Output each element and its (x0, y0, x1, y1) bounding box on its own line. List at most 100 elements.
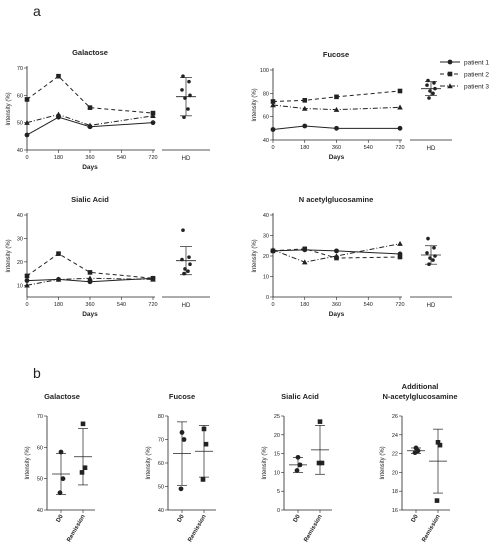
legend-label: patient 1 (464, 60, 489, 67)
y-axis-label: Intensity (%) (252, 239, 258, 272)
y-tick-label: 22 (392, 452, 398, 458)
y-tick-label: 70 (37, 414, 43, 420)
y-tick-label: 24 (392, 433, 398, 439)
series-line (272, 248, 401, 259)
hd-point (181, 74, 185, 78)
hd-point (186, 107, 190, 111)
x-tick-label: 180 (54, 302, 63, 308)
data-point (150, 276, 156, 282)
data-point (316, 460, 322, 466)
hd-point (181, 228, 185, 233)
legend-marker (447, 59, 453, 65)
data-point (301, 259, 308, 265)
hd-point (425, 251, 429, 255)
y-axis-label: Intensity (%) (262, 446, 268, 479)
y-axis-label: Intensity (%) (25, 446, 31, 479)
data-point (397, 125, 403, 131)
data-point (24, 278, 30, 283)
y-axis-label: Intensity (%) (380, 446, 386, 479)
data-point (334, 248, 339, 254)
chart-title: Sialic Acid (71, 195, 109, 204)
hd-point (187, 79, 191, 84)
hd-point (432, 246, 436, 250)
data-point (319, 460, 325, 466)
hd-point (187, 255, 191, 259)
y-tick-label: 30 (263, 234, 269, 240)
x-tick-label: 0 (271, 302, 274, 308)
a-nacetyl-chart: N acetylglucosamine 0 10 20 30 40 0 180 360 540 72… (252, 195, 452, 318)
x-tick-label: 540 (117, 155, 126, 161)
y-tick-label: 60 (158, 461, 164, 467)
x-tick-label: 360 (85, 302, 94, 308)
series-line (272, 125, 400, 130)
y-tick-label: 70 (158, 438, 164, 444)
data-point (200, 477, 206, 482)
chart-title: Galactose (44, 392, 80, 401)
data-point (56, 251, 61, 256)
y-tick-label: 15 (274, 452, 280, 458)
x-axis-label: Days (329, 154, 345, 161)
x-tick-label: 0 (271, 145, 274, 151)
data-point (270, 102, 276, 108)
y-tick-label: 25 (274, 414, 280, 420)
y-axis-label: Intensity (%) (252, 88, 258, 121)
x-tick-label: 180 (300, 145, 309, 151)
series-line (272, 243, 401, 263)
data-point (437, 442, 443, 448)
y-tick-label: 40 (37, 508, 43, 514)
series-line (26, 113, 154, 126)
hd-point (426, 236, 430, 241)
a-fucose-chart: Fucose 40 60 80 100 0 180 360 540 720 Days Intensit… (252, 50, 452, 161)
legend-marker (447, 83, 453, 89)
y-tick-label: 16 (392, 508, 398, 514)
data-point (150, 113, 156, 119)
data-point (434, 498, 440, 503)
data-point (24, 97, 30, 102)
y-tick-label: 40 (158, 508, 164, 514)
data-point (87, 279, 93, 285)
y-tick-label: 18 (392, 489, 398, 495)
legend: patient 1 patient 2 patient 3 (440, 60, 489, 91)
y-tick-label: 20 (274, 433, 280, 439)
hd-point (182, 115, 186, 119)
y-tick-label: 80 (158, 414, 164, 420)
series-line (272, 104, 401, 111)
x-tick-label: 720 (395, 302, 404, 308)
b-fucose-chart: Fucose 40 50 60 70 80 Intensity (%) D0 Remission (146, 392, 216, 543)
data-point (397, 240, 403, 246)
series-line (272, 90, 401, 102)
data-point (301, 105, 308, 111)
x-tick-label: 0 (25, 302, 28, 308)
y-tick-label: 60 (263, 115, 269, 121)
hd-point (186, 269, 190, 274)
panel-a-label: a (33, 3, 41, 19)
y-tick-label: 20 (17, 260, 23, 266)
data-point (24, 273, 30, 279)
hd-point (188, 262, 192, 267)
hd-point (425, 83, 429, 87)
data-point (317, 419, 323, 424)
hd-point (431, 258, 435, 262)
data-point (24, 119, 30, 125)
x-axis-label: Days (82, 311, 98, 318)
hd-label: HD (427, 303, 436, 309)
x-tick-label: D0 (411, 513, 420, 523)
y-tick-label: 0 (277, 508, 280, 514)
data-point (87, 275, 93, 281)
hd-label: HD (182, 303, 191, 309)
y-axis-label: Intensity (%) (6, 239, 12, 272)
data-point (56, 73, 61, 79)
y-tick-label: 10 (274, 470, 280, 476)
x-axis-label: Days (329, 311, 345, 318)
y-tick-label: 80 (263, 91, 269, 97)
y-axis-label: Intensity (%) (146, 446, 152, 479)
y-tick-label: 50 (17, 121, 23, 127)
data-point (397, 88, 403, 94)
x-tick-label: 540 (117, 302, 126, 308)
legend-label: patient 3 (464, 84, 489, 91)
data-point (397, 254, 403, 260)
y-tick-label: 40 (17, 148, 23, 154)
data-point (334, 125, 339, 131)
data-point (302, 123, 308, 129)
